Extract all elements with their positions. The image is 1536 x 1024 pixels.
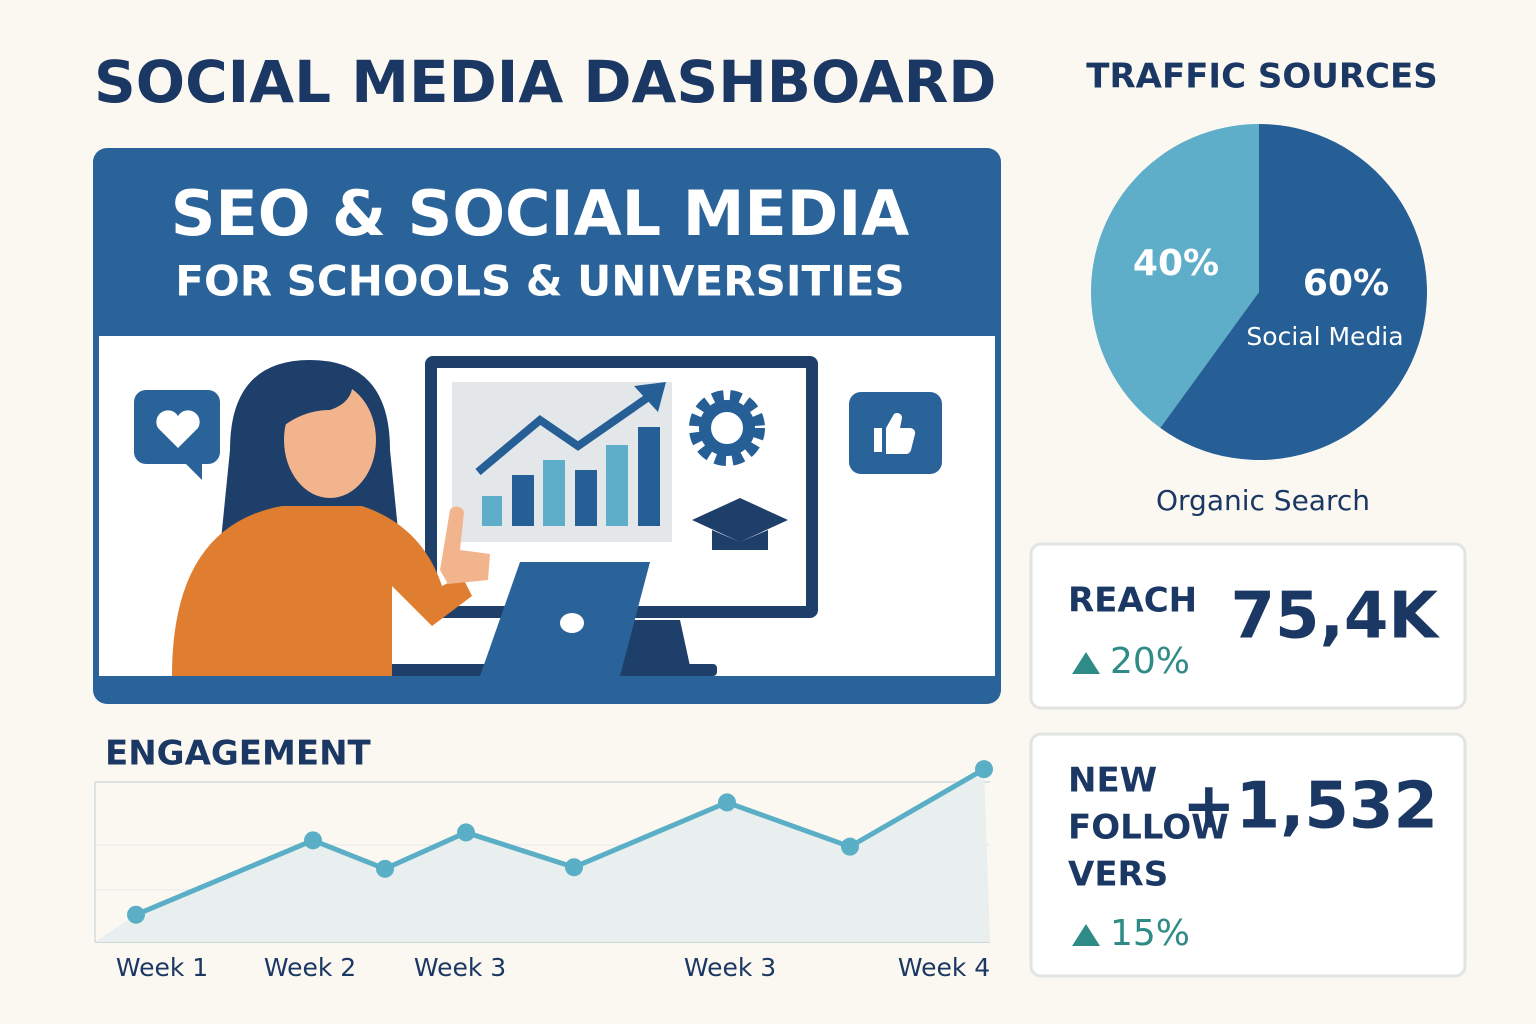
kpi-value: +1,532 xyxy=(1182,770,1438,844)
category-label: Social Media xyxy=(1246,322,1403,351)
laptop-logo xyxy=(560,613,584,633)
category-label: Organic Search xyxy=(1156,484,1370,517)
data-point xyxy=(127,905,145,924)
kpi-card xyxy=(1029,542,1467,710)
icon-bar xyxy=(638,427,660,526)
slice-label: 40% xyxy=(1133,243,1219,284)
data-point xyxy=(376,859,394,878)
data-point xyxy=(565,858,583,877)
arrow-head xyxy=(634,382,666,412)
gear xyxy=(689,390,765,466)
kpi-change: 20% xyxy=(1110,641,1190,682)
engagement-chart: ENGAGEMENT xyxy=(94,734,990,943)
x-tick-label: Week 2 xyxy=(264,953,356,982)
icon-bar xyxy=(482,496,502,526)
hair-front xyxy=(260,365,353,450)
engagement-line xyxy=(135,766,986,917)
icon-bar xyxy=(575,470,597,526)
banner-floor xyxy=(99,676,995,698)
trend-arrow xyxy=(475,392,653,476)
kpi-cards: REACH 75,4K 20% NEW FOLLOW VERS +1,532 15% xyxy=(1029,542,1467,978)
kpi-label: VERS xyxy=(1068,855,1168,895)
kpi-label: FOLLOW xyxy=(1068,808,1229,848)
area-fill xyxy=(95,769,990,942)
thumb xyxy=(874,412,916,455)
grad-cap xyxy=(692,498,788,550)
pie-slice xyxy=(1160,124,1427,460)
hand xyxy=(440,506,490,584)
kpi-card xyxy=(1029,732,1467,978)
data-point xyxy=(718,793,736,812)
kpi-label: NEW xyxy=(1068,761,1157,801)
pie-chart: 40% Organic Search 60% Social Media xyxy=(1091,124,1427,517)
data-point xyxy=(975,760,993,779)
x-tick-label: Week 3 xyxy=(414,953,506,982)
kpi-value: 75,4K xyxy=(1231,580,1441,654)
data-point xyxy=(457,823,475,842)
banner: SEO & SOCIAL MEDIA FOR SCHOOLS & UNIVERS… xyxy=(93,148,1001,704)
pie-slice xyxy=(1091,124,1259,428)
page-title: SOCIAL MEDIA DASHBOARD xyxy=(94,48,996,116)
icon-bar xyxy=(606,445,628,526)
kpi-change: 15% xyxy=(1110,913,1190,954)
chart-title: TRAFFIC SOURCES xyxy=(1086,57,1437,97)
x-tick-label: Week 1 xyxy=(116,953,208,982)
up-arrow xyxy=(1072,924,1100,946)
icon-bar xyxy=(543,460,565,526)
kpi-label: REACH xyxy=(1068,581,1197,621)
up-arrow xyxy=(1072,652,1100,674)
icon-bar xyxy=(512,475,534,526)
banner-title: SEO & SOCIAL MEDIA xyxy=(171,177,910,250)
data-point xyxy=(304,831,322,850)
sweater xyxy=(172,506,472,676)
x-tick-label: Week 3 xyxy=(684,953,776,982)
gear-ring xyxy=(699,400,755,456)
data-point xyxy=(841,837,859,856)
slice-label: 60% xyxy=(1303,263,1389,304)
heart xyxy=(156,410,200,448)
banner-subtitle: FOR SCHOOLS & UNIVERSITIES xyxy=(175,257,904,306)
x-tick-label: Week 4 xyxy=(898,953,990,982)
chart-title: ENGAGEMENT xyxy=(105,734,372,774)
